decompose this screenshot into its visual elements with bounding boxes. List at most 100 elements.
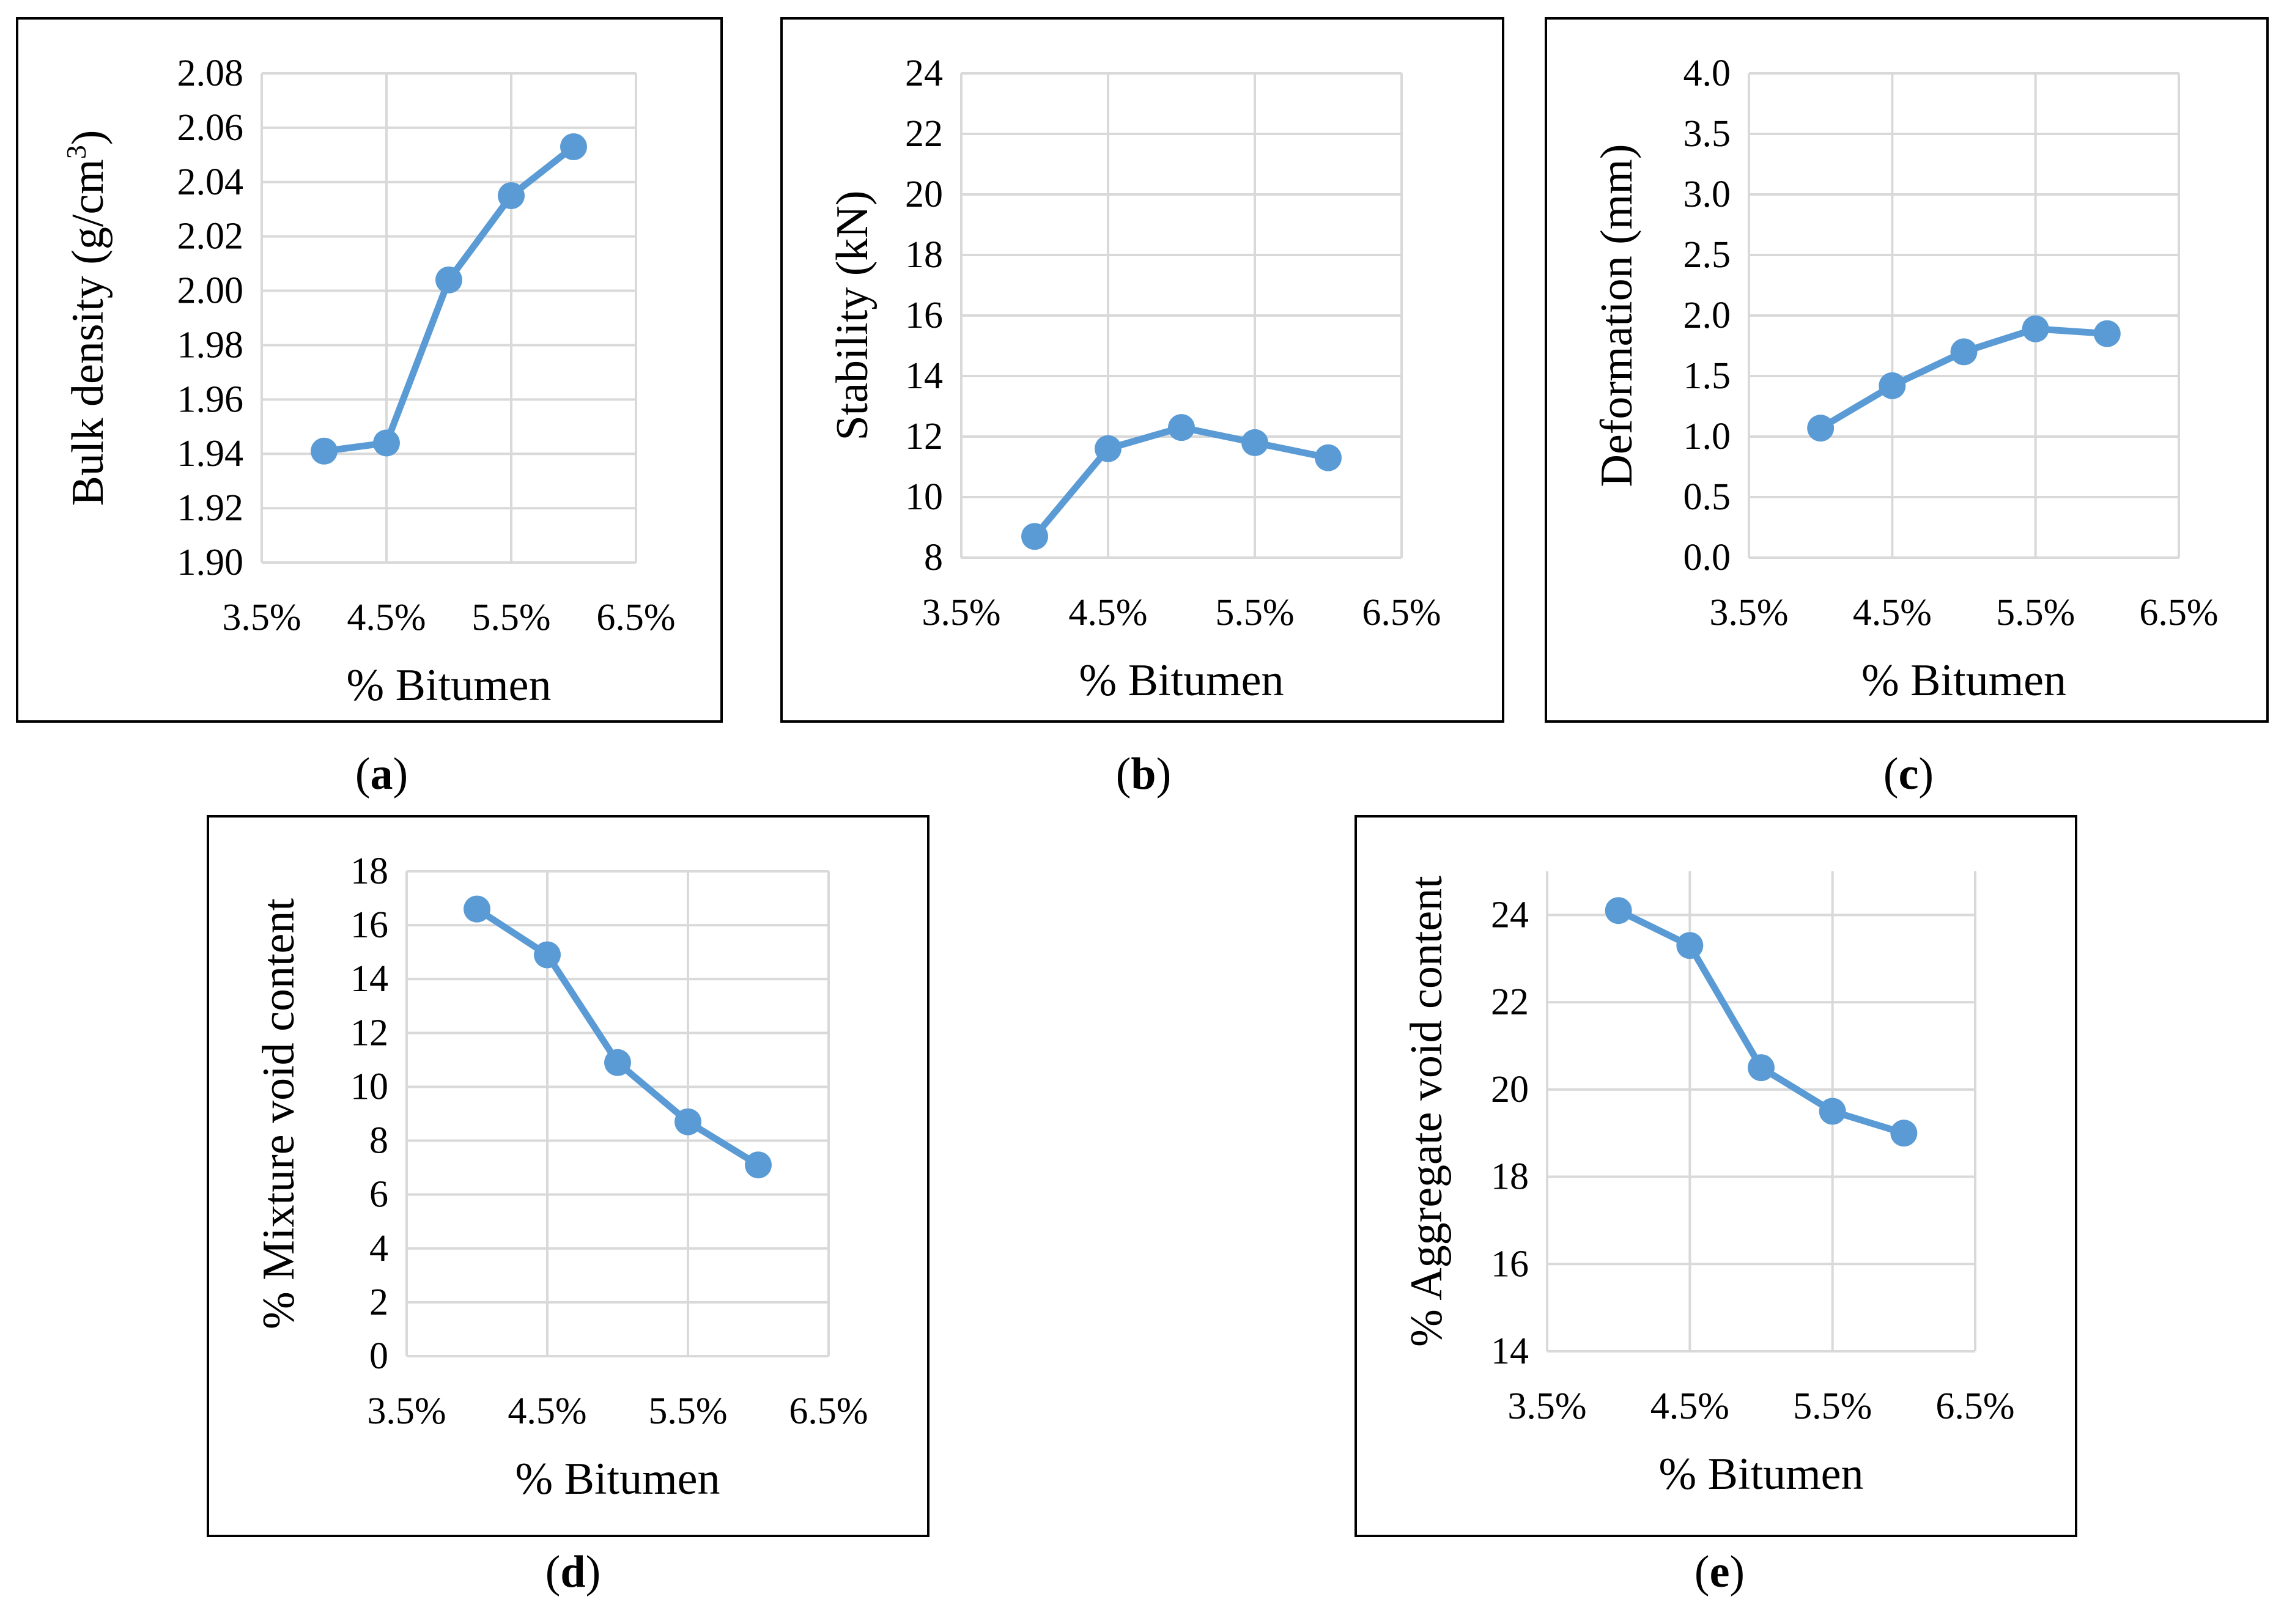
data-point [1819, 1098, 1846, 1125]
y-tick-label: 22 [1491, 981, 1529, 1023]
y-tick-label: 8 [369, 1120, 388, 1162]
caption-paren-open: ( [545, 1547, 561, 1597]
chart-panel-e: 14 16 18 20 22 24 3.5% 4.5% 5.5% 6.5% % Bitumen % A… [1355, 815, 2077, 1597]
data-point [1605, 897, 1632, 925]
data-point [745, 1151, 772, 1179]
data-point [1676, 932, 1704, 959]
panel-caption: (a) [355, 749, 408, 799]
chart-panel-b: 8 10 12 14 16 18 20 22 24 3.5% 4.5% 5.5% 6.5% % Bitum… [780, 17, 1504, 799]
caption-letter: a [371, 749, 393, 799]
y-tick-label: 14 [350, 958, 388, 1000]
y-tick-label: 2 [369, 1282, 388, 1323]
x-tick-label: 3.5% [922, 592, 1000, 633]
y-tick-label: 1.94 [177, 433, 244, 474]
data-point [464, 895, 490, 923]
data-point [373, 429, 400, 457]
panel-caption: (b) [1116, 749, 1171, 799]
y-tick-label: 14 [905, 355, 943, 397]
caption-paren-open: ( [1883, 749, 1899, 799]
x-tick-label: 3.5% [1507, 1386, 1586, 1427]
x-tick-label: 4.5% [1068, 592, 1147, 633]
data-point [311, 437, 338, 465]
y-axis-title-text: Deformation (mm) [1592, 144, 1642, 487]
data-point [1168, 414, 1195, 441]
caption-paren-open: ( [1116, 749, 1131, 799]
chart-panel-a: 1.90 1.92 1.94 1.96 1.98 2.00 2.02 2.04 2.06 2.08… [16, 17, 723, 799]
x-tick-label: 6.5% [1362, 592, 1441, 633]
caption-letter: b [1131, 749, 1156, 799]
caption-paren-close: ) [1729, 1547, 1745, 1597]
y-tick-label: 16 [350, 904, 388, 946]
y-tick-label: 2.08 [177, 53, 244, 94]
x-axis-title: % Bitumen [515, 1454, 720, 1504]
panel-caption: (e) [1695, 1547, 1745, 1597]
y-axis-title: Bulk density (g/cm3) [61, 130, 113, 506]
y-tick-label: 0.5 [1683, 476, 1731, 518]
y-tick-label: 1.96 [177, 378, 244, 420]
y-tick-label: 14 [1491, 1331, 1529, 1372]
y-tick-label: 0 [369, 1335, 388, 1377]
y-tick-label: 8 [924, 537, 943, 578]
y-tick-label: 18 [350, 851, 388, 892]
x-axis-title: % Bitumen [346, 660, 551, 711]
y-tick-label: 20 [905, 174, 943, 215]
caption-paren-close: ) [1918, 749, 1934, 799]
x-tick-label: 5.5% [1996, 592, 2075, 633]
data-point [435, 266, 462, 293]
y-tick-label: 1.0 [1683, 416, 1731, 457]
y-tick-label: 0.0 [1683, 537, 1731, 578]
data-point [1890, 1120, 1918, 1147]
y-axis-title-text: % Mixture void content [254, 898, 304, 1329]
y-tick-label: 24 [905, 53, 943, 94]
data-point [1807, 415, 1835, 442]
y-axis-title-superscript: 3 [61, 145, 92, 159]
data-point [2093, 320, 2121, 347]
y-axis-title: Deformation (mm) [1592, 144, 1642, 487]
x-tick-label: 3.5% [222, 597, 301, 638]
x-tick-label: 3.5% [367, 1390, 446, 1432]
y-tick-label: 2.02 [177, 216, 244, 257]
y-tick-label: 18 [1491, 1156, 1529, 1198]
panel-caption: (d) [545, 1547, 601, 1597]
y-axis-title: Stability (kN) [827, 190, 878, 440]
y-tick-label: 16 [905, 295, 943, 336]
y-axis-title-text: % Aggregate void content [1402, 876, 1452, 1347]
y-tick-label: 20 [1491, 1069, 1529, 1110]
data-point [1021, 523, 1048, 550]
x-tick-label: 4.5% [1650, 1386, 1729, 1427]
x-axis-title: % Bitumen [1861, 655, 2066, 706]
y-axis-title-tail: ) [63, 130, 113, 146]
y-axis-title: % Aggregate void content [1402, 876, 1452, 1347]
chart-panel-d: 0 2 4 6 8 10 12 14 16 18 3.5% 4.5% 5.5% 6.5% % Bitumen… [207, 815, 929, 1597]
y-tick-label: 18 [905, 234, 943, 276]
data-point [1315, 444, 1342, 471]
x-tick-label: 6.5% [789, 1390, 868, 1432]
caption-paren-open: ( [355, 749, 371, 799]
y-axis-title: % Mixture void content [254, 898, 304, 1329]
caption-letter: e [1710, 1547, 1730, 1597]
x-tick-label: 5.5% [1215, 592, 1294, 633]
y-tick-label: 1.90 [177, 542, 244, 583]
chart-frame [1545, 17, 2269, 723]
data-point [534, 941, 561, 969]
panel-caption: (c) [1883, 749, 1934, 799]
y-axis-title-text: Bulk density (g/cm [63, 159, 113, 506]
y-tick-label: 2.06 [177, 107, 244, 149]
y-tick-label: 12 [350, 1012, 388, 1054]
y-axis-title-text: Stability (kN) [827, 190, 878, 440]
x-tick-label: 4.5% [347, 597, 426, 638]
caption-paren-close: ) [586, 1547, 601, 1597]
y-tick-label: 2.0 [1683, 295, 1731, 336]
y-tick-label: 2.04 [177, 161, 244, 203]
y-tick-label: 10 [905, 476, 943, 518]
y-tick-label: 1.5 [1683, 355, 1731, 397]
y-tick-label: 6 [369, 1174, 388, 1216]
y-tick-label: 16 [1491, 1243, 1529, 1285]
chart-frame [780, 17, 1504, 723]
data-point [1879, 372, 1906, 399]
data-point [1241, 429, 1268, 456]
x-tick-label: 5.5% [471, 597, 550, 638]
caption-letter: d [560, 1547, 585, 1597]
x-tick-label: 4.5% [1853, 592, 1932, 633]
chart-frame [207, 815, 929, 1537]
